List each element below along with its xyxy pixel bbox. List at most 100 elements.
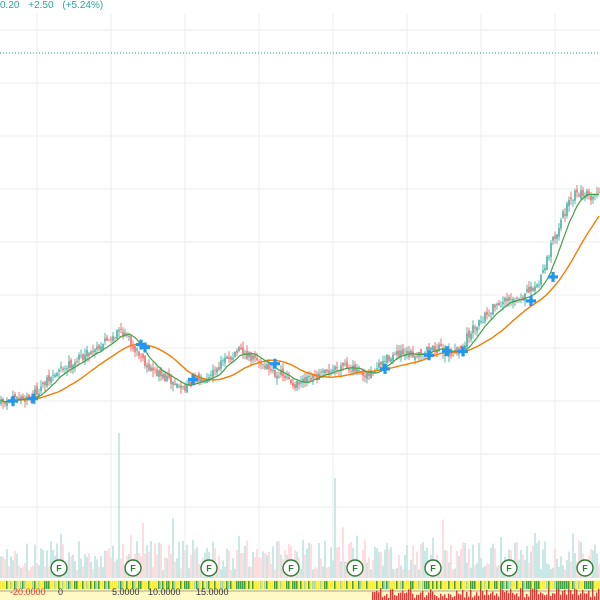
volume-bar	[542, 549, 544, 578]
indicator-bar-red	[394, 594, 396, 600]
volume-bar	[546, 563, 548, 578]
cross-marker-icon	[28, 393, 38, 404]
volume-bar	[312, 569, 314, 578]
f-marker-icon	[576, 559, 594, 577]
candle-body	[128, 336, 130, 338]
indicator-bar-red	[456, 590, 458, 600]
candle-body	[510, 298, 512, 300]
indicator-bar	[94, 581, 96, 589]
indicator-bar-red	[486, 589, 488, 600]
volume-bar	[408, 569, 410, 578]
candle-body	[132, 346, 134, 349]
volume-bar	[240, 552, 242, 578]
indicator-bar-red	[498, 596, 500, 600]
cross-marker-bar	[461, 346, 465, 357]
volume-bar	[244, 545, 246, 578]
indicator-bar	[184, 581, 186, 589]
volume-bar	[264, 552, 266, 578]
indicator-bar	[210, 581, 212, 589]
indicator-bar-red	[398, 592, 400, 600]
indicator-bar	[354, 581, 356, 589]
volume-bar	[120, 558, 122, 578]
price-change-percent: (+5.24%)	[62, 0, 104, 11]
candle-body	[592, 196, 594, 200]
moving-averages	[0, 193, 600, 403]
indicator-bar	[48, 581, 50, 589]
volume-bar	[414, 564, 416, 578]
candle-body	[156, 369, 158, 377]
indicator-bar-red	[576, 589, 578, 600]
candle-body	[406, 350, 408, 354]
f-marker-label: F	[288, 564, 294, 574]
volume-bar	[268, 551, 270, 578]
cross-marker-bar	[529, 295, 533, 306]
moving-average-fast	[0, 193, 600, 403]
volume-bar	[532, 546, 534, 578]
candle-body	[426, 346, 428, 351]
indicator-bar	[436, 581, 438, 589]
volume-bar	[40, 548, 42, 578]
candle-body	[66, 368, 68, 370]
indicator-bar-red	[508, 592, 510, 600]
candle-body	[304, 377, 306, 383]
candle-body	[162, 374, 164, 379]
candle-body	[344, 363, 346, 365]
indicator-bar	[416, 581, 418, 589]
candle-body	[586, 190, 588, 197]
indicator-bar-red	[506, 590, 508, 600]
volume-bar	[218, 555, 220, 578]
indicator-bar-red	[436, 596, 438, 600]
volume-bar	[230, 569, 232, 578]
indicator-bar	[248, 581, 250, 589]
volume-bar	[98, 566, 100, 578]
volume-bar	[592, 550, 594, 578]
indicator-bar	[174, 581, 176, 589]
volume-bar	[280, 554, 282, 578]
volume-bar	[366, 562, 368, 578]
indicator-bar	[590, 581, 592, 589]
candle-body	[240, 347, 242, 350]
volume-bar	[568, 551, 570, 578]
indicator-bar	[360, 581, 362, 589]
volume-bar	[472, 544, 474, 578]
indicator-bar	[242, 581, 244, 589]
indicator-bar	[548, 581, 550, 589]
candle-body	[172, 381, 174, 385]
volume-bar	[554, 548, 556, 578]
price-change: +2.50	[28, 0, 54, 11]
indicator-bar	[570, 581, 572, 589]
indicator-bar	[564, 581, 566, 589]
candle-body	[478, 319, 480, 326]
candle-body	[380, 362, 382, 366]
candle-body	[342, 362, 344, 367]
candle-body	[44, 381, 46, 386]
indicator-bar	[452, 581, 454, 589]
indicator-bar	[54, 581, 56, 589]
volume-bar	[390, 547, 392, 578]
volume-bar	[130, 535, 132, 578]
indicator-bar	[282, 581, 284, 589]
indicator-bar	[386, 581, 388, 589]
indicator-bar	[138, 581, 140, 589]
volume-bar	[6, 549, 8, 578]
candle-body	[398, 350, 400, 358]
volume-bar	[106, 550, 108, 578]
indicator-bar	[340, 581, 342, 589]
indicator-bar-red	[470, 589, 472, 600]
indicator-bar	[572, 581, 574, 589]
indicator-bar	[268, 581, 270, 589]
indicator-bar-red	[518, 596, 520, 600]
indicator-bar-red	[488, 594, 490, 600]
volume-bar	[570, 561, 572, 578]
volume-bar	[520, 549, 522, 578]
indicator-bar	[66, 581, 68, 589]
indicator-bar	[588, 581, 590, 589]
volume-bar	[464, 542, 466, 578]
volume-bar	[220, 569, 222, 578]
indicator-bar-red	[524, 597, 526, 600]
indicator-bar	[490, 581, 492, 589]
candle-body	[54, 374, 56, 377]
